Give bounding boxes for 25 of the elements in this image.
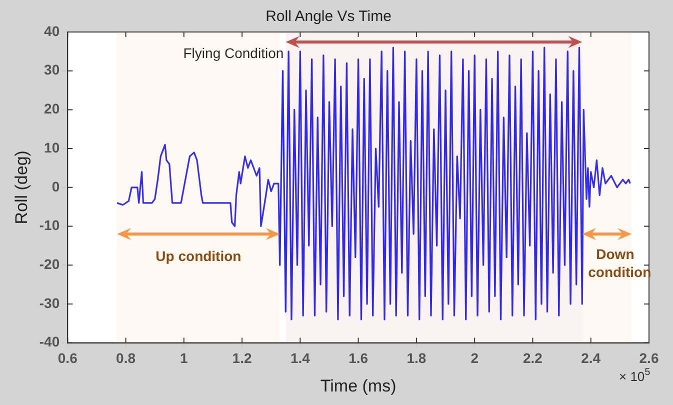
- y-tick-label: 10: [44, 139, 60, 156]
- x-tick-label: 1.2: [232, 350, 252, 366]
- y-tick-label: -40: [39, 334, 60, 350]
- y-tick-label: 20: [44, 100, 60, 117]
- y-tick-label: 0: [52, 178, 60, 194]
- y-tick-label: -30: [39, 294, 60, 311]
- x-tick-label: 2.6: [639, 350, 659, 366]
- x-axis-title: Time (ms): [320, 376, 396, 396]
- y-axis-title: Roll (deg): [12, 150, 31, 224]
- band-label: Up condition: [156, 248, 242, 264]
- y-tick-label: 40: [44, 22, 60, 39]
- y-tick-label: -10: [39, 217, 60, 234]
- y-tick-label: 30: [44, 62, 60, 78]
- x-tick-label: 1: [180, 350, 188, 366]
- x-tick-label: 2.4: [581, 350, 601, 366]
- x-tick-label: 1.4: [290, 350, 310, 366]
- x-tick-label: 2: [470, 350, 479, 366]
- x-tick-label: 1.6: [348, 350, 368, 366]
- y-tick-label: -20: [39, 256, 60, 272]
- x-tick-label: 0.6: [58, 350, 78, 366]
- chart-title: Roll Angle Vs Time: [266, 8, 392, 26]
- band-label: Flying Condition: [183, 44, 284, 61]
- x-tick-label: 1.8: [406, 350, 426, 366]
- x-tick-label: 0.8: [116, 350, 136, 366]
- x-tick-label: 2.2: [522, 350, 543, 366]
